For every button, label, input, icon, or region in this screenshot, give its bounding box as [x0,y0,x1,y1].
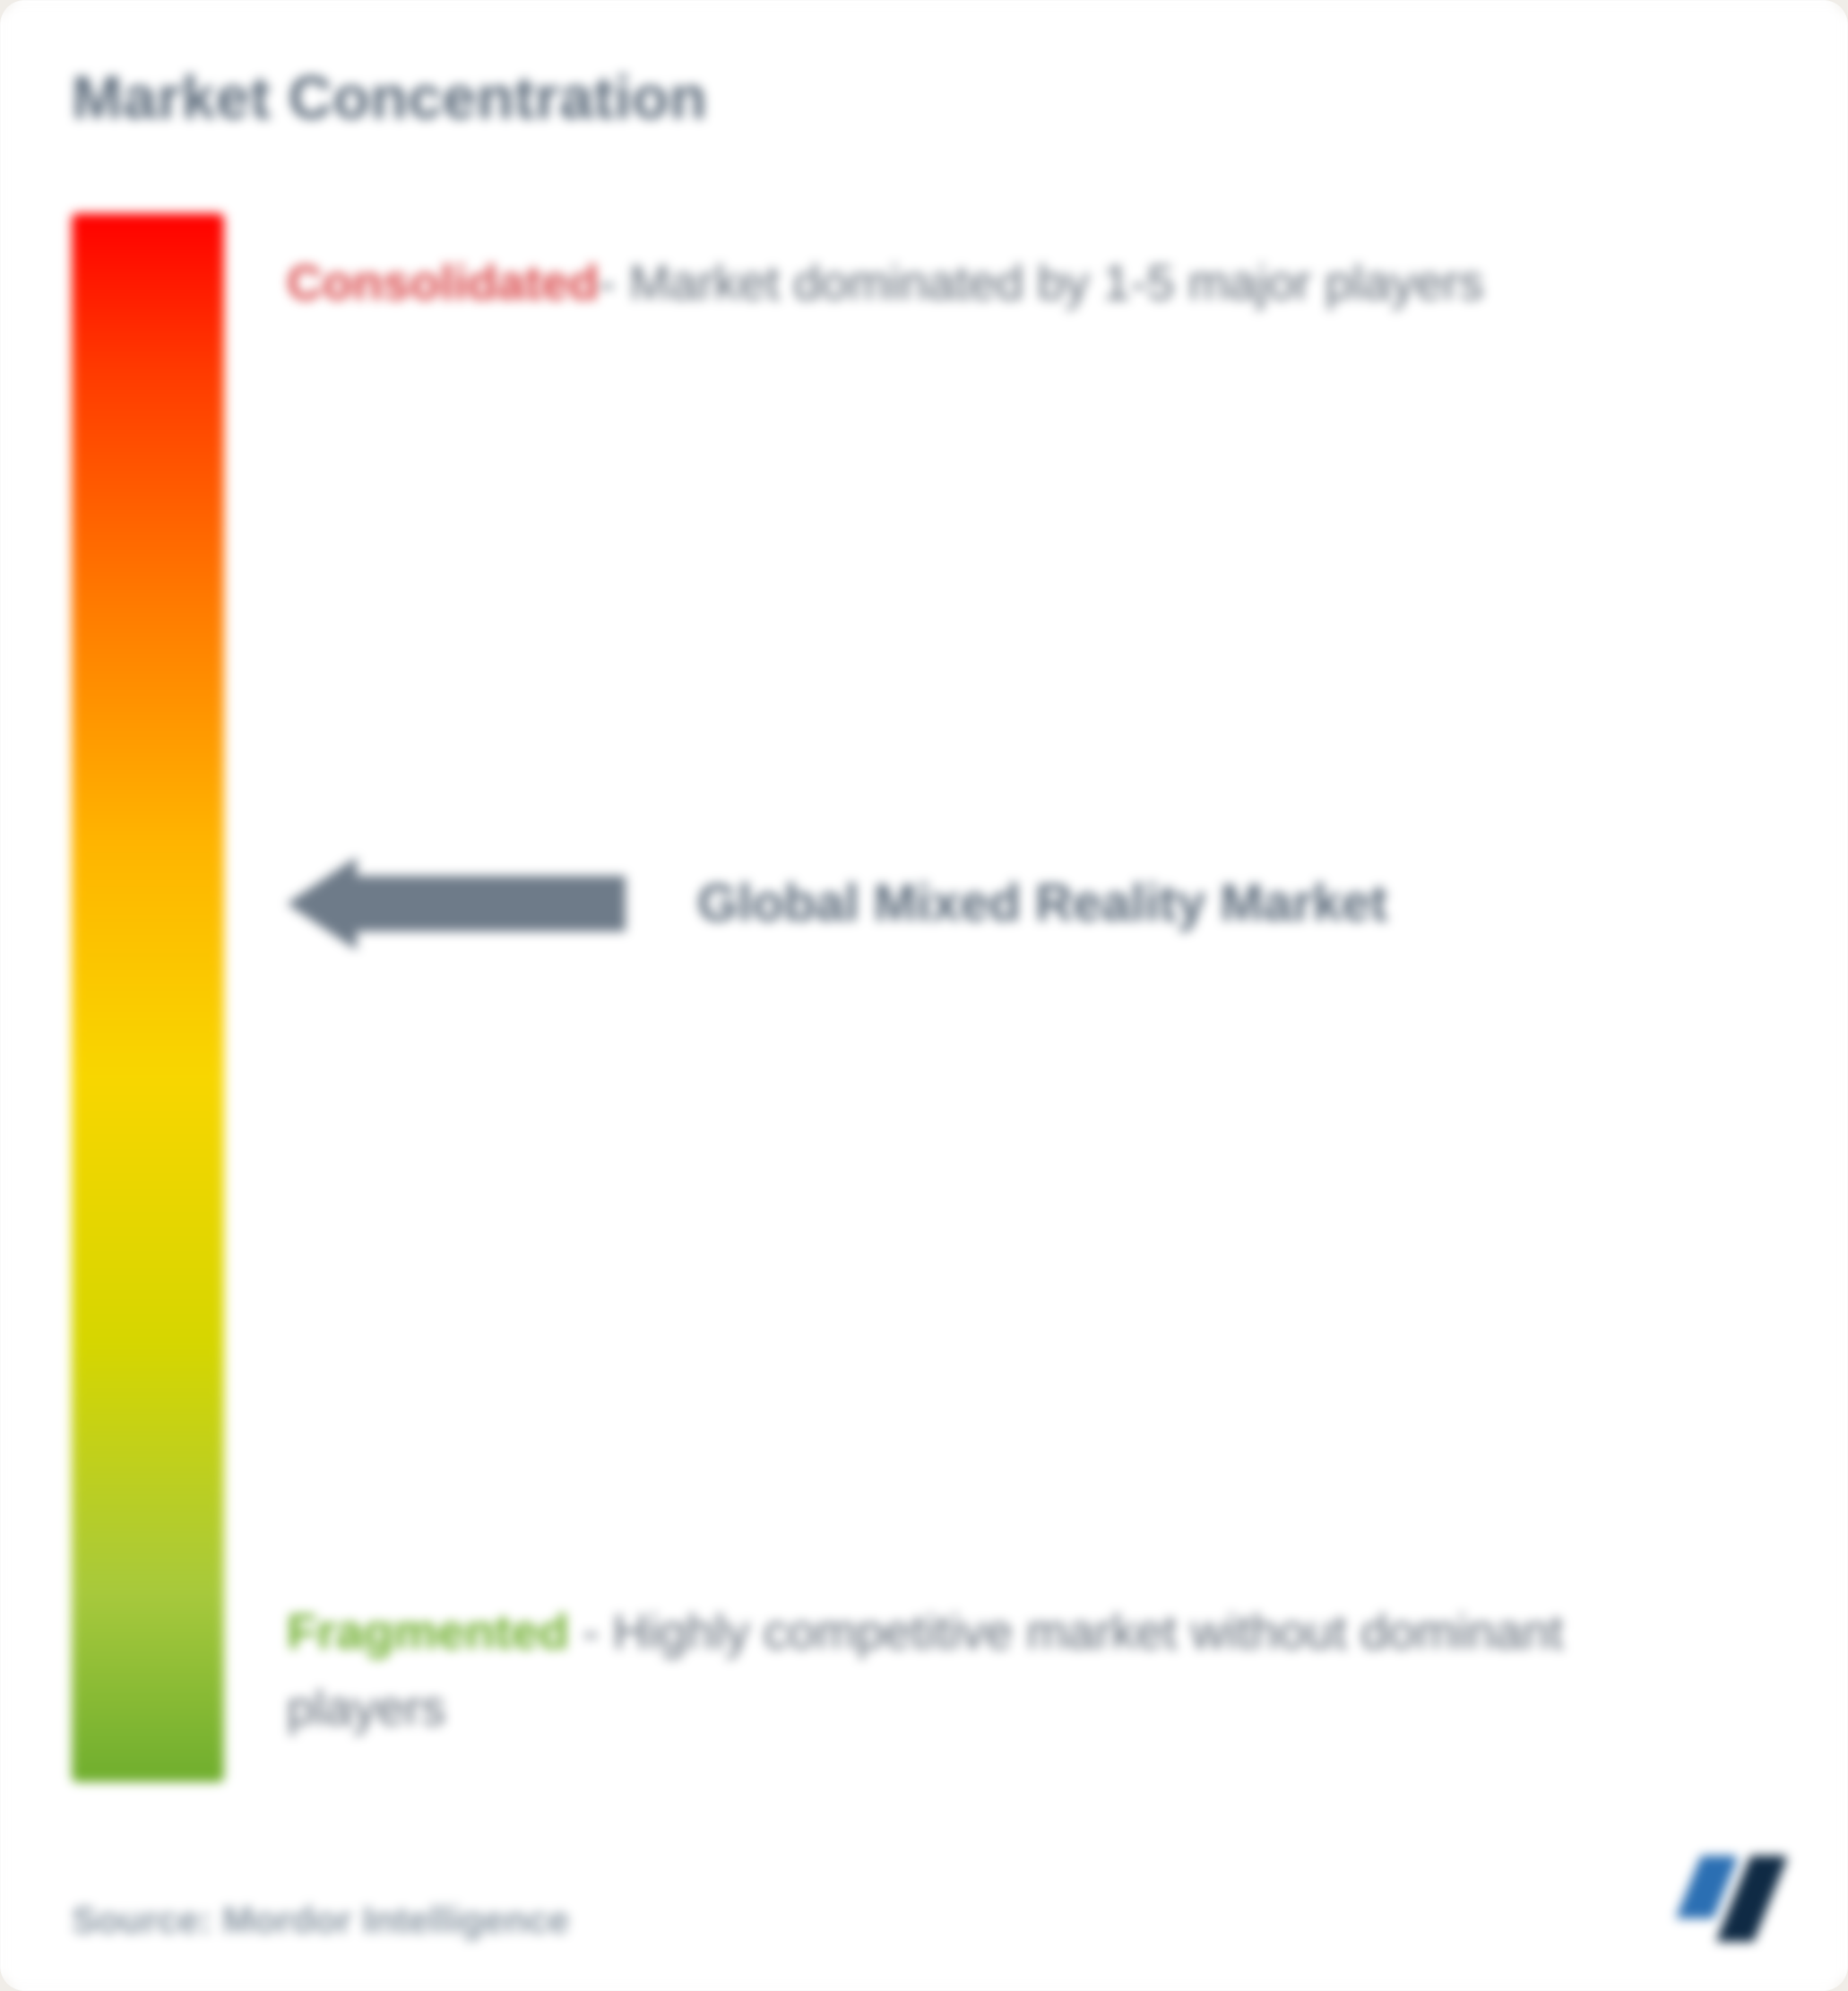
consolidated-label: Consolidated- Market dominated by 1-5 ma… [287,245,1484,321]
infographic-card: Market Concentration Consolidated- Marke… [0,0,1848,1991]
body-area: Consolidated- Market dominated by 1-5 ma… [72,213,1776,1782]
arrow-shaft [357,876,626,931]
consolidated-label-strong: Consolidated [287,255,599,310]
market-pointer-row: Global Mixed Reality Market [287,857,1387,950]
labels-column: Consolidated- Market dominated by 1-5 ma… [287,213,1776,1782]
source-label: Source: Mordor Intelligence [72,1899,569,1942]
fragmented-label-strong: Fragmented [287,1604,569,1659]
consolidated-label-rest: - Market dominated by 1-5 major players [599,255,1483,310]
arrow-left-icon [287,857,357,950]
market-name-label: Global Mixed Reality Market [697,873,1387,933]
fragmented-label: Fragmented - Highly competitive market w… [287,1594,1676,1747]
brand-logo-icon [1688,1856,1771,1942]
card-footer: Source: Mordor Intelligence [72,1856,1776,1942]
brand-logo [1688,1856,1776,1942]
concentration-gradient-bar [72,213,224,1782]
card-title: Market Concentration [72,63,1776,133]
pointer-arrow [287,857,626,950]
